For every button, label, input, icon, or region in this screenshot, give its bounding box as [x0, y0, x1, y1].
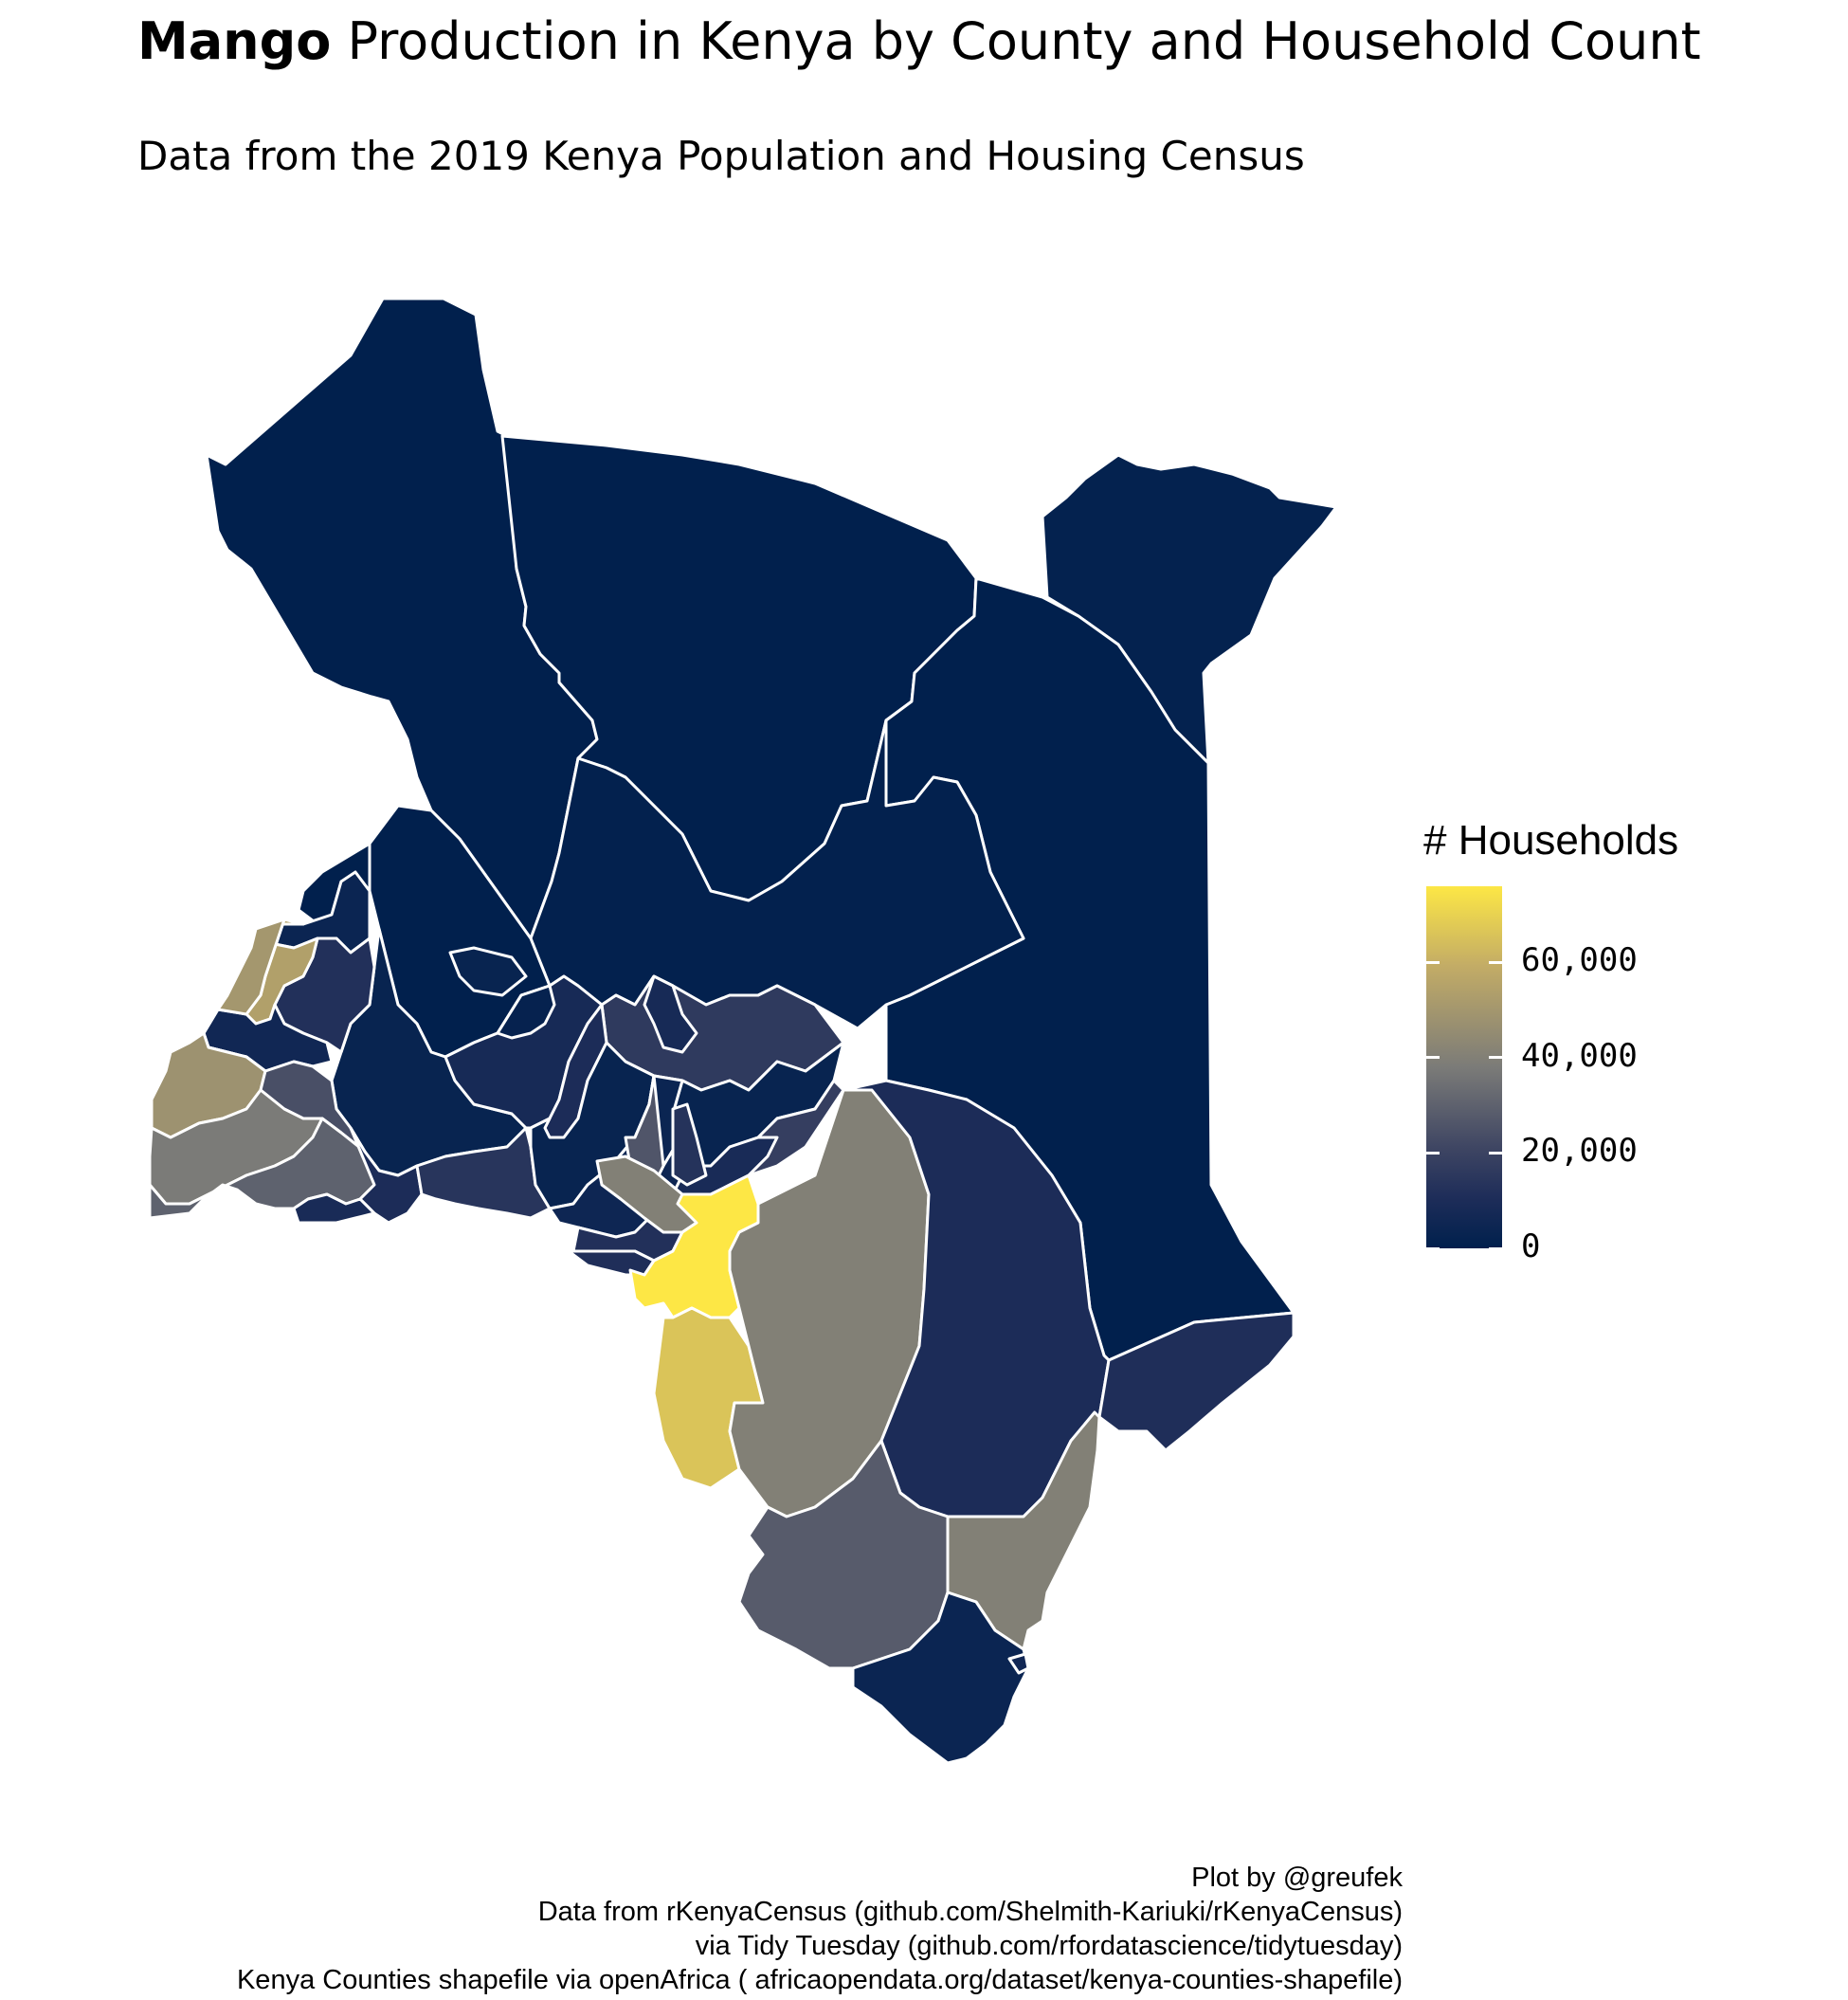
county-region	[1007, 1652, 1030, 1675]
county-region	[448, 946, 528, 997]
county-region	[567, 1249, 656, 1277]
county-region	[292, 1192, 376, 1225]
legend-color-bar	[1426, 886, 1502, 1248]
county-region	[747, 1079, 845, 1177]
legend-tick-label: 60,000	[1521, 941, 1638, 980]
county-region	[851, 1591, 1030, 1765]
county-regions	[148, 297, 1338, 1765]
map-subtitle: Data from the 2019 Kenya Population and …	[137, 133, 1305, 179]
caption-line-4: Kenya Counties shapefile via openAfrica …	[236, 1965, 1403, 1995]
legend-tick-mark	[1426, 1246, 1502, 1250]
map-title: Mango Production in Kenya by County and …	[137, 11, 1701, 71]
county-region	[671, 1102, 708, 1187]
legend-title: # Households	[1423, 817, 1679, 864]
legend-tick-mark	[1426, 960, 1502, 964]
county-region	[643, 974, 698, 1054]
caption-line-3: via Tidy Tuesday (github.com/rfordatasci…	[695, 1931, 1403, 1961]
legend-tick-label: 0	[1521, 1227, 1541, 1265]
county-region	[216, 918, 286, 1016]
caption-line-2: Data from rKenyaCensus (github.com/Shelm…	[537, 1897, 1403, 1927]
legend-tick-mark	[1426, 1056, 1502, 1060]
legend-tick-mark	[1426, 1151, 1502, 1155]
county-region	[496, 984, 556, 1040]
legend-tick-label: 40,000	[1521, 1036, 1638, 1075]
caption-line-1: Plot by @greufek	[1191, 1863, 1403, 1893]
legend-tick-label: 20,000	[1521, 1132, 1638, 1171]
county-region	[1097, 1311, 1295, 1452]
county-region	[349, 1126, 424, 1225]
